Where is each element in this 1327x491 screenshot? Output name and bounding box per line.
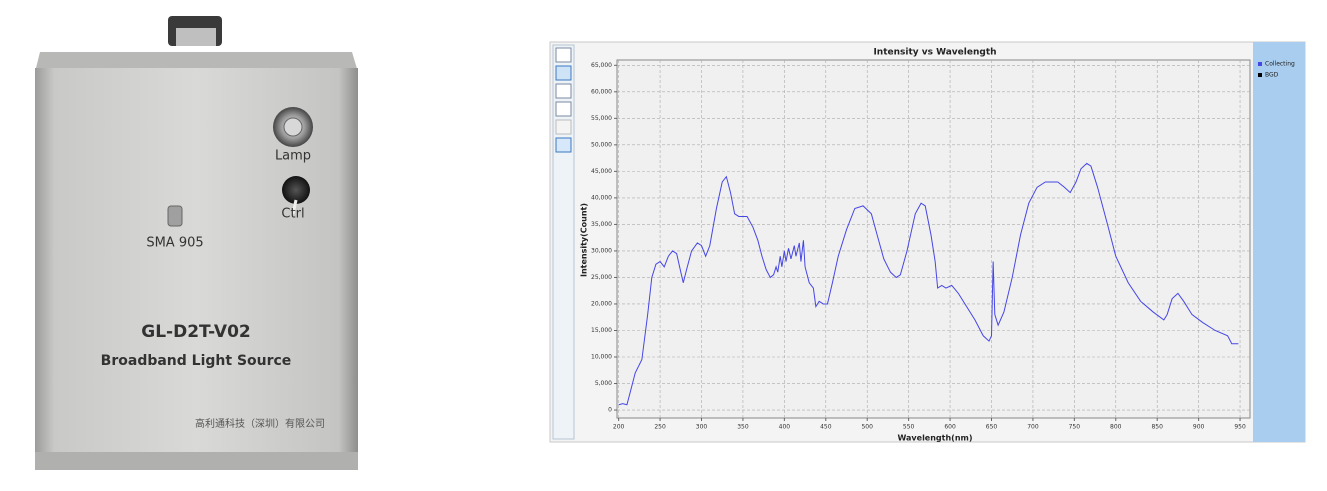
x-tick-label: 900 [1193,424,1205,431]
plot-area [616,59,1251,419]
knob-shaft [291,199,298,215]
legend-swatch [1258,62,1262,66]
product-name: Broadband Light Source [101,353,292,369]
tool-chart[interactable] [555,101,572,117]
model-label: GL-D2T-V02 [141,322,251,342]
tool-area[interactable] [555,119,572,135]
y-tick-label: 20,000 [591,300,612,307]
y-tick-label: 25,000 [591,274,612,281]
x-tick-label: 700 [1027,424,1039,431]
y-tick-label: 55,000 [591,115,612,122]
x-tick-label: 300 [696,424,708,431]
y-tick-label: 10,000 [591,354,612,361]
ctrl-knob [282,176,310,204]
legend-label: Collecting [1265,61,1295,68]
y-tick-label: 5,000 [595,380,612,387]
tool-select[interactable] [555,65,572,81]
x-tick-label: 550 [903,424,915,431]
y-tick-label: 35,000 [591,221,612,228]
x-tick-label: 450 [820,424,832,431]
lamp-switch-cap [283,117,303,137]
x-tick-label: 250 [654,424,666,431]
top-edge [35,52,358,72]
y-tick-label: 0 [608,407,612,414]
x-tick-label: 200 [613,424,625,431]
legend-label: BGD [1265,72,1279,79]
y-tick-label: 65,000 [591,62,612,69]
x-tick-label: 500 [861,424,873,431]
legend-panel [1253,42,1305,442]
manufacturer: 高利通科技（深圳）有限公司 [195,417,325,430]
tool-zoom[interactable] [555,83,572,99]
chart-title: Intensity vs Wavelength [873,48,996,58]
legend-swatch [1258,73,1262,77]
tool-pointer[interactable] [555,47,572,63]
chart-window: Intensity vs Wavelength Wavelength(nm) I… [549,41,1306,443]
y-tick-label: 60,000 [591,88,612,95]
ctrl-label: Ctrl [281,207,304,222]
series-line [618,162,1239,406]
x-tick-label: 350 [737,424,749,431]
x-tick-label: 850 [1151,424,1163,431]
base-edge [35,452,358,470]
tool-table[interactable] [555,137,572,153]
x-tick-label: 600 [944,424,956,431]
y-tick-label: 30,000 [591,247,612,254]
connector-label: SMA 905 [146,236,203,251]
y-tick-label: 50,000 [591,141,612,148]
device-photo: Lamp Ctrl SMA 905 GL-D2T-V02 Broadband L… [35,16,358,470]
x-tick-label: 400 [779,424,791,431]
sma-connector [167,205,183,227]
y-axis-label: Intensity(Count) [580,203,589,277]
x-tick-label: 800 [1110,424,1122,431]
x-tick-label: 950 [1234,424,1246,431]
handle-plate [176,28,216,46]
y-tick-label: 15,000 [591,327,612,334]
x-tick-label: 650 [986,424,998,431]
y-tick-label: 40,000 [591,194,612,201]
x-tick-label: 750 [1069,424,1081,431]
lamp-label: Lamp [275,149,311,164]
x-axis-label: Wavelength(nm) [897,434,972,443]
y-tick-label: 45,000 [591,168,612,175]
